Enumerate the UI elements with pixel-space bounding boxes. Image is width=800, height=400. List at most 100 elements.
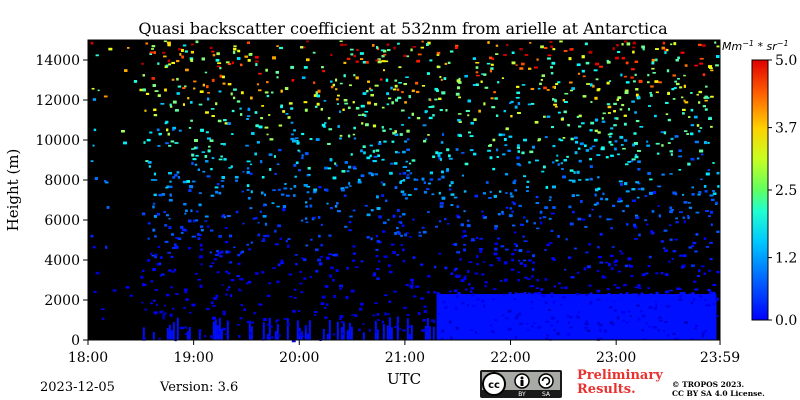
cc-license-badge: cc BY SA — [480, 370, 562, 398]
backscatter-cell — [386, 43, 390, 47]
backscatter-cell — [399, 172, 402, 175]
backscatter-cell — [282, 208, 286, 212]
backscatter-cell — [519, 67, 524, 70]
backscatter-cell — [623, 283, 627, 287]
backscatter-cell — [215, 58, 220, 62]
svg-text:SA: SA — [542, 391, 551, 398]
boundary-layer-edge — [577, 299, 581, 301]
backscatter-cell — [687, 214, 690, 218]
backscatter-cell — [159, 275, 162, 277]
backscatter-cell — [339, 315, 344, 319]
backscatter-cell — [637, 182, 641, 185]
boundary-layer-edge — [544, 296, 548, 301]
backscatter-cell — [409, 172, 413, 175]
backscatter-cell — [254, 55, 259, 59]
backscatter-cell — [355, 106, 360, 110]
backscatter-cell — [374, 102, 378, 106]
backscatter-cell — [458, 96, 461, 99]
low-cloud-column — [382, 324, 385, 340]
backscatter-cell — [516, 146, 520, 149]
backscatter-cell — [544, 136, 548, 139]
backscatter-cell — [218, 235, 222, 238]
backscatter-cell — [622, 319, 626, 322]
backscatter-cell — [343, 61, 347, 64]
backscatter-cell — [602, 112, 606, 115]
backscatter-cell — [441, 329, 445, 333]
backscatter-cell — [470, 121, 474, 125]
backscatter-cell — [545, 337, 549, 341]
backscatter-cell — [309, 275, 312, 278]
backscatter-cell — [521, 62, 525, 66]
backscatter-cell — [589, 129, 593, 132]
backscatter-cell — [649, 92, 652, 94]
backscatter-cell — [160, 273, 165, 276]
backscatter-cell — [438, 252, 441, 255]
backscatter-cell — [304, 217, 308, 220]
backscatter-cell — [206, 175, 211, 178]
backscatter-cell — [705, 304, 709, 307]
backscatter-cell — [324, 316, 328, 319]
low-cloud-column — [326, 333, 329, 340]
backscatter-cell — [255, 272, 259, 275]
backscatter-cell — [608, 135, 612, 138]
backscatter-cell — [625, 321, 629, 324]
backscatter-cell — [608, 263, 611, 267]
backscatter-cell — [535, 202, 540, 204]
backscatter-cell — [436, 293, 441, 296]
backscatter-cell — [606, 103, 611, 106]
backscatter-cell — [710, 198, 715, 202]
boundary-layer-edge — [670, 294, 674, 301]
backscatter-cell — [170, 255, 174, 259]
backscatter-cell — [421, 84, 426, 87]
backscatter-cell — [232, 96, 236, 100]
backscatter-cell — [569, 169, 574, 172]
backscatter-cell — [326, 202, 329, 205]
backscatter-cell — [621, 56, 625, 60]
backscatter-cell — [463, 248, 467, 252]
backscatter-cell — [670, 209, 674, 211]
backscatter-cell — [320, 223, 323, 226]
backscatter-cell — [650, 230, 654, 234]
backscatter-cell — [250, 321, 255, 324]
backscatter-cell — [300, 46, 304, 49]
backscatter-cell — [641, 329, 645, 332]
backscatter-cell — [273, 155, 276, 158]
backscatter-cell — [391, 101, 394, 105]
backscatter-cell — [445, 170, 449, 173]
backscatter-cell — [637, 284, 641, 287]
backscatter-cell — [321, 66, 324, 69]
backscatter-cell — [539, 210, 543, 214]
backscatter-cell — [205, 85, 209, 89]
backscatter-cell — [391, 140, 395, 143]
backscatter-cell — [524, 53, 529, 56]
backscatter-cell — [533, 222, 536, 225]
boundary-layer-edge — [517, 293, 521, 301]
backscatter-cell — [690, 108, 694, 112]
backscatter-cell — [502, 153, 506, 156]
boundary-layer-edge — [646, 295, 650, 301]
backscatter-cell — [150, 252, 153, 255]
backscatter-cell — [268, 335, 271, 338]
backscatter-cell — [440, 141, 444, 144]
backscatter-cell — [362, 145, 366, 148]
backscatter-cell — [381, 126, 384, 129]
backscatter-cell — [277, 334, 281, 337]
backscatter-cell — [558, 138, 561, 141]
backscatter-cell — [332, 83, 335, 87]
backscatter-cell — [195, 219, 199, 222]
backscatter-cell — [675, 59, 679, 62]
backscatter-cell — [163, 304, 166, 307]
backscatter-cell — [617, 270, 621, 273]
backscatter-cell — [391, 243, 395, 246]
backscatter-cell — [295, 137, 299, 139]
backscatter-cell — [211, 78, 215, 82]
backscatter-cell — [194, 272, 198, 275]
backscatter-cell — [672, 74, 677, 77]
backscatter-cell — [454, 307, 458, 311]
backscatter-cell — [284, 183, 287, 185]
backscatter-cell — [499, 190, 502, 193]
backscatter-cell — [552, 98, 555, 101]
backscatter-cell — [164, 88, 167, 92]
backscatter-cell — [104, 179, 107, 182]
backscatter-cell — [681, 96, 684, 99]
